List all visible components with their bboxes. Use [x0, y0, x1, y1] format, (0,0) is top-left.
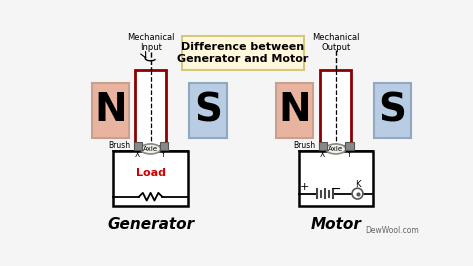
Ellipse shape	[326, 144, 346, 154]
Text: S: S	[378, 92, 406, 130]
Text: DewWool.com: DewWool.com	[366, 226, 419, 235]
Bar	[374, 83, 411, 138]
Text: X: X	[320, 150, 325, 159]
Text: Mechanical
Input: Mechanical Input	[127, 33, 175, 52]
Bar	[319, 142, 327, 151]
Text: Y: Y	[347, 150, 351, 159]
Text: N: N	[94, 92, 127, 130]
Bar	[320, 70, 351, 146]
Text: Motor: Motor	[310, 217, 361, 232]
Bar	[92, 83, 129, 138]
Text: −: −	[331, 183, 341, 196]
Bar	[345, 142, 354, 151]
Bar	[276, 83, 313, 138]
Text: Y: Y	[161, 150, 166, 159]
Text: Axle: Axle	[328, 146, 343, 152]
Text: S: S	[194, 92, 222, 130]
Text: Brush: Brush	[108, 142, 131, 150]
Bar	[114, 151, 188, 206]
Text: K: K	[355, 180, 360, 189]
Bar	[182, 36, 304, 70]
Bar	[189, 83, 227, 138]
Text: Load: Load	[136, 168, 166, 178]
Text: Mechanical
Output: Mechanical Output	[312, 33, 359, 52]
Text: Brush: Brush	[293, 142, 315, 150]
Text: Generator: Generator	[107, 217, 194, 232]
Bar	[160, 142, 168, 151]
Ellipse shape	[140, 144, 161, 154]
Text: N: N	[279, 92, 311, 130]
Text: Difference between
Generator and Motor: Difference between Generator and Motor	[177, 42, 308, 64]
Text: Axle: Axle	[143, 146, 158, 152]
Text: +: +	[300, 182, 309, 193]
Bar	[298, 151, 373, 206]
Bar	[135, 70, 166, 146]
Text: X: X	[135, 150, 140, 159]
Bar	[133, 142, 142, 151]
